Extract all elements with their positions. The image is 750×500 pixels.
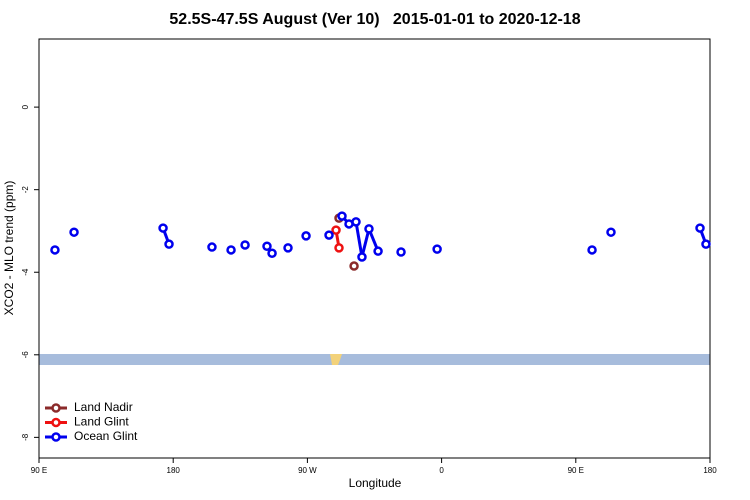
- point: [262, 241, 272, 251]
- chart-title: 52.5S-47.5S August (Ver 10) 2015-01-01 t…: [169, 11, 580, 28]
- x-tick-label: 90 W: [298, 466, 317, 475]
- legend-marker: [51, 417, 61, 428]
- point: [349, 261, 359, 271]
- legend-label: Land Glint: [74, 415, 129, 429]
- line-segment: [360, 228, 371, 258]
- point: [164, 239, 174, 249]
- y-tick-label: -6: [21, 351, 30, 359]
- point: [226, 245, 236, 255]
- x-axis-label: Longitude: [349, 476, 402, 490]
- point: [267, 248, 277, 258]
- point: [373, 246, 383, 256]
- point: [606, 227, 616, 237]
- legend-label: Land Nadir: [74, 400, 133, 414]
- surface-strip: [39, 354, 710, 365]
- point: [324, 230, 334, 240]
- point: [240, 240, 250, 250]
- point: [331, 225, 341, 235]
- legend-label: Ocean Glint: [74, 429, 138, 443]
- plot-frame: [38, 38, 711, 459]
- point: [50, 245, 60, 255]
- point: [432, 244, 442, 254]
- y-tick-label: -4: [21, 268, 30, 276]
- point: [357, 252, 367, 262]
- x-tick-label: 90 E: [31, 466, 47, 475]
- land-patch: [330, 354, 342, 365]
- x-tick-label: 180: [167, 466, 181, 475]
- x-tick-label: 90 E: [568, 466, 584, 475]
- point: [337, 211, 347, 221]
- legend-marker: [51, 403, 61, 413]
- legend-marker: [51, 432, 61, 442]
- x-tick-label: 0: [439, 466, 444, 475]
- point: [396, 247, 406, 257]
- y-tick-label: -8: [21, 433, 30, 441]
- point: [69, 227, 79, 237]
- point: [207, 242, 217, 252]
- point: [695, 223, 705, 233]
- point: [587, 245, 597, 255]
- point: [283, 243, 293, 253]
- point: [334, 243, 344, 253]
- point: [364, 224, 374, 234]
- y-axis-label: XCO2 - MLO trend (ppm): [2, 181, 16, 316]
- line-segment: [354, 221, 364, 258]
- point: [158, 223, 168, 233]
- x-tick-label: 180: [703, 466, 717, 475]
- y-tick-label: -2: [21, 186, 30, 194]
- y-tick-label: 0: [21, 104, 30, 109]
- point: [701, 239, 711, 249]
- point: [351, 217, 361, 227]
- point: [301, 231, 311, 241]
